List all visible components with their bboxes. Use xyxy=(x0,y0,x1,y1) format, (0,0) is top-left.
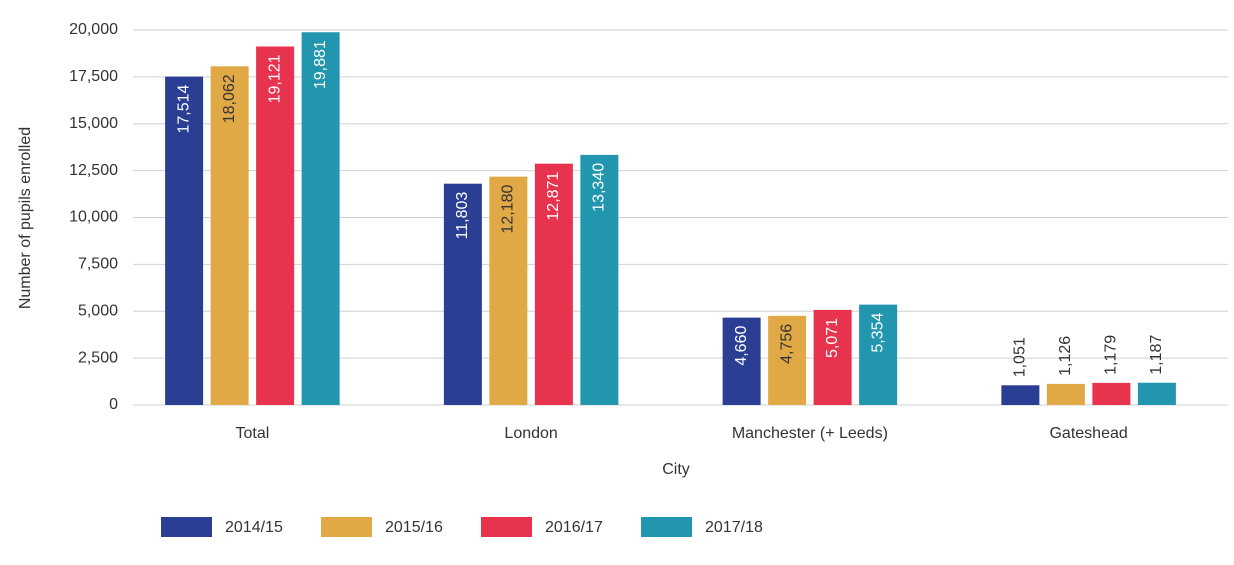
value-label: 4,660 xyxy=(733,326,750,366)
y-tick-label: 20,000 xyxy=(69,21,118,38)
legend-swatch xyxy=(481,517,532,537)
x-axis-title: City xyxy=(662,461,690,478)
bar xyxy=(210,66,249,406)
bar xyxy=(813,309,852,405)
legend-label: 2014/15 xyxy=(225,519,283,536)
bar xyxy=(489,176,528,405)
legend-swatch xyxy=(641,517,692,537)
value-label: 13,340 xyxy=(591,163,608,212)
x-tick-label: Gateshead xyxy=(1049,425,1127,442)
y-tick-label: 10,000 xyxy=(69,209,118,226)
value-label: 12,871 xyxy=(545,172,562,221)
legend-swatch xyxy=(161,517,212,537)
legend-swatch xyxy=(321,517,372,537)
legend-label: 2015/16 xyxy=(385,519,443,536)
value-label: 18,062 xyxy=(221,74,238,123)
legend-label: 2016/17 xyxy=(545,519,603,536)
value-label: 1,126 xyxy=(1057,336,1074,376)
value-label: 11,803 xyxy=(454,192,471,240)
value-label: 1,179 xyxy=(1103,335,1120,375)
bar xyxy=(859,304,898,405)
bar xyxy=(165,76,204,406)
bar xyxy=(1046,383,1085,405)
bar xyxy=(301,32,340,405)
bar xyxy=(722,317,761,405)
value-label: 12,180 xyxy=(500,185,517,234)
value-label: 19,121 xyxy=(266,54,283,103)
bar xyxy=(534,163,573,405)
y-tick-label: 17,500 xyxy=(69,68,118,85)
bar xyxy=(768,315,807,405)
value-label: 17,514 xyxy=(175,85,192,134)
y-tick-label: 15,000 xyxy=(69,115,118,132)
bar xyxy=(1092,382,1131,405)
bar xyxy=(1137,382,1176,405)
bar xyxy=(256,46,295,405)
y-tick-label: 5,000 xyxy=(78,302,118,319)
y-axis-title: Number of pupils enrolled xyxy=(17,127,34,309)
legend-label: 2017/18 xyxy=(705,519,763,536)
value-label: 4,756 xyxy=(778,324,795,364)
bar xyxy=(1001,385,1040,405)
y-tick-label: 12,500 xyxy=(69,162,118,179)
y-tick-label: 0 xyxy=(109,396,118,413)
value-label: 5,071 xyxy=(824,318,841,358)
value-label: 5,354 xyxy=(869,313,886,353)
value-label: 1,187 xyxy=(1148,335,1165,375)
x-tick-label: London xyxy=(504,425,557,442)
y-tick-label: 7,500 xyxy=(78,256,118,273)
bar xyxy=(443,183,482,405)
value-label: 1,051 xyxy=(1012,337,1029,377)
x-tick-label: Manchester (+ Leeds) xyxy=(732,425,888,442)
value-label: 19,881 xyxy=(312,40,329,89)
x-tick-label: Total xyxy=(235,425,269,442)
y-tick-label: 2,500 xyxy=(78,349,118,366)
bar xyxy=(580,154,619,405)
